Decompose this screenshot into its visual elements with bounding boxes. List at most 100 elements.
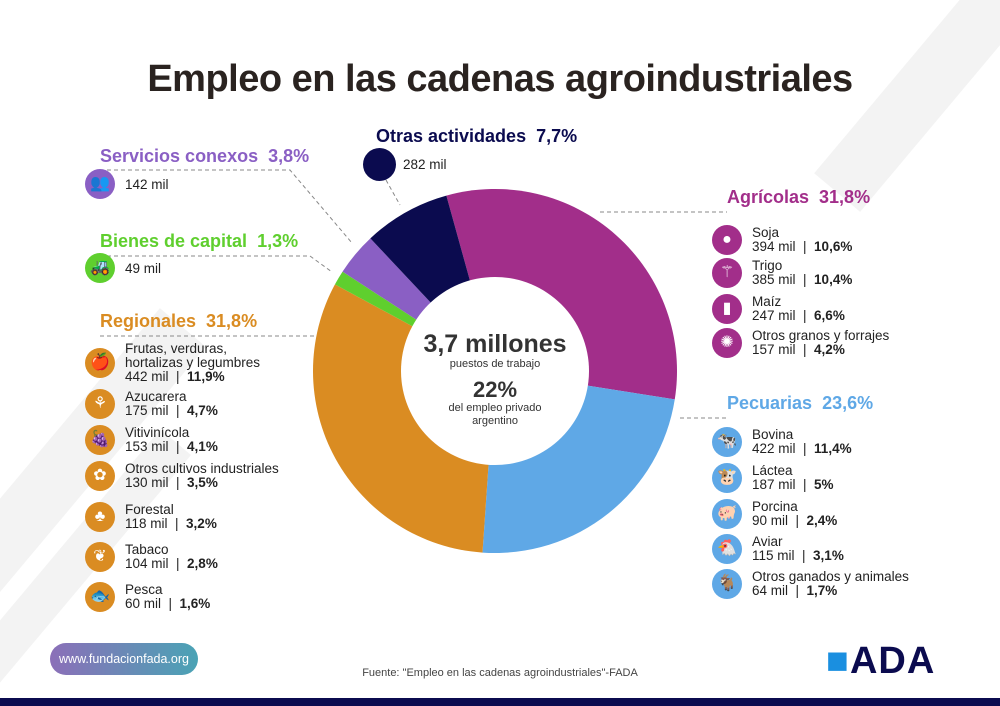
item-name: Soja (752, 225, 780, 240)
pig-icon: 🐖 (712, 499, 742, 529)
private-share-label: del empleo privado (448, 402, 542, 414)
item-name: Otros cultivos industriales (125, 461, 279, 476)
pecuarias-heading: Pecuarias 23,6% (727, 393, 874, 413)
donut-hole (401, 277, 589, 465)
leader-line-bienes (100, 255, 333, 273)
servicios-heading: Servicios conexos 3,8% (100, 146, 310, 166)
item-name: Trigo (752, 258, 783, 273)
item-pct: 4,7% (187, 403, 218, 418)
item-text: Soja 394 mil | 10,6% (752, 225, 853, 254)
item-name: Azucarera (125, 389, 187, 404)
item-name: Forestal (125, 502, 174, 517)
footer-bar (0, 698, 1000, 706)
item-value: 394 mil (752, 239, 796, 254)
wheat-icon: ⚚ (712, 258, 742, 288)
goat-icon: 🐐 (712, 569, 742, 599)
item-pct: 1,6% (179, 596, 211, 611)
bienes-heading: Bienes de capital 1,3% (100, 231, 299, 251)
item-text: Pesca 60 mil | 1,6% (125, 582, 211, 611)
item-name: Otros ganados y animales (752, 569, 909, 584)
people-icon: 👥 (85, 169, 115, 199)
item-name-cont: hortalizas y legumbres (125, 355, 261, 370)
item-text: Bovina 422 mil | 11,4% (752, 427, 852, 456)
item-value: 64 mil (752, 583, 789, 598)
item-text: Tabaco 104 mil | 2,8% (125, 542, 218, 571)
item-value: 104 mil (125, 556, 169, 571)
regionales-heading: Regionales 31,8% (100, 311, 258, 331)
item-value: 385 mil (752, 272, 796, 287)
servicios-value: 142 mil (125, 177, 169, 192)
page-title: Empleo en las cadenas agroindustriales (147, 58, 853, 100)
private-share: 22% (472, 377, 518, 402)
sugarcane-icon: ⚘ (85, 389, 115, 419)
item-name: Vitivinícola (125, 425, 190, 440)
item-text: Porcina 90 mil | 2,4% (752, 499, 838, 528)
soybean-icon: ● (712, 225, 742, 255)
item-value: 157 mil (752, 342, 796, 357)
item-pct: 11,9% (187, 369, 225, 384)
cotton-icon: ✿ (85, 461, 115, 491)
tractor-icon: 🚜 (85, 253, 115, 283)
item-pct: 3,1% (813, 548, 844, 563)
item-pct: 6,6% (814, 308, 845, 323)
item-value: 442 mil (125, 369, 169, 384)
item-name: Aviar (752, 534, 783, 549)
fada-logo: ■ADA (826, 640, 936, 682)
item-pct: 11,4% (814, 441, 852, 456)
item-name: Láctea (752, 463, 793, 478)
item-text: Vitivinícola 153 mil | 4,1% (125, 425, 218, 454)
fish-icon: 🐟 (85, 582, 115, 612)
item-pct: 2,4% (806, 513, 838, 528)
private-share-label: argentino (472, 415, 518, 427)
item-value: 115 mil (752, 548, 795, 563)
item-text: Láctea 187 mil | 5% (752, 463, 834, 492)
item-pct: 1,7% (806, 583, 838, 598)
item-pct: 5% (814, 477, 834, 492)
item-text: Maíz 247 mil | 6,6% (752, 294, 845, 323)
agricolas-heading: Agrícolas 31,8% (727, 187, 871, 207)
website-link[interactable]: www.fundacionfada.org (50, 643, 198, 675)
item-pct: 4,2% (814, 342, 845, 357)
item-pct: 4,1% (187, 439, 218, 454)
item-value: 118 mil (125, 516, 168, 531)
chicken-icon: 🐔 (712, 534, 742, 564)
item-pct: 10,6% (814, 239, 853, 254)
otras-value: 282 mil (403, 157, 447, 172)
item-name: Frutas, verduras, (125, 341, 228, 356)
cow-icon: 🐄 (712, 427, 742, 457)
item-text: Otros cultivos industriales 130 mil | 3,5… (125, 461, 279, 490)
item-name: Bovina (752, 427, 794, 442)
item-name: Otros granos y forrajes (752, 328, 890, 343)
item-text: Trigo 385 mil | 10,4% (752, 258, 853, 287)
item-text: Azucarera 175 mil | 4,7% (125, 389, 218, 418)
item-name: Maíz (752, 294, 782, 309)
item-value: 175 mil (125, 403, 169, 418)
fruit-icon: 🍎 (85, 348, 115, 378)
item-pct: 3,5% (187, 475, 218, 490)
item-pct: 10,4% (814, 272, 853, 287)
item-name: Tabaco (125, 542, 169, 557)
otras-heading: Otras actividades 7,7% (376, 126, 578, 146)
bienes-value: 49 mil (125, 261, 162, 276)
item-value: 60 mil (125, 596, 162, 611)
total-jobs: 3,7 millones (423, 330, 567, 358)
dairy-cow-icon: 🐮 (712, 463, 742, 493)
item-value: 187 mil (752, 477, 796, 492)
grapes-icon: 🍇 (85, 425, 115, 455)
item-text: Forestal 118 mil | 3,2% (125, 502, 217, 531)
otras-dot-icon (363, 148, 396, 181)
item-text: Frutas, verduras, hortalizas y legumbres 4… (125, 341, 261, 384)
item-text: Aviar 115 mil | 3,1% (752, 534, 844, 563)
total-jobs-label: puestos de trabajo (449, 358, 541, 370)
item-value: 422 mil (752, 441, 796, 456)
item-value: 153 mil (125, 439, 169, 454)
item-value: 130 mil (125, 475, 169, 490)
item-value: 90 mil (752, 513, 789, 528)
trees-icon: ♣ (85, 502, 115, 532)
leader-line-servicios (100, 169, 353, 244)
leader-line-otras (385, 179, 401, 206)
item-value: 247 mil (752, 308, 796, 323)
corn-icon: ▮ (712, 294, 742, 324)
sunflower-icon: ✺ (712, 328, 742, 358)
